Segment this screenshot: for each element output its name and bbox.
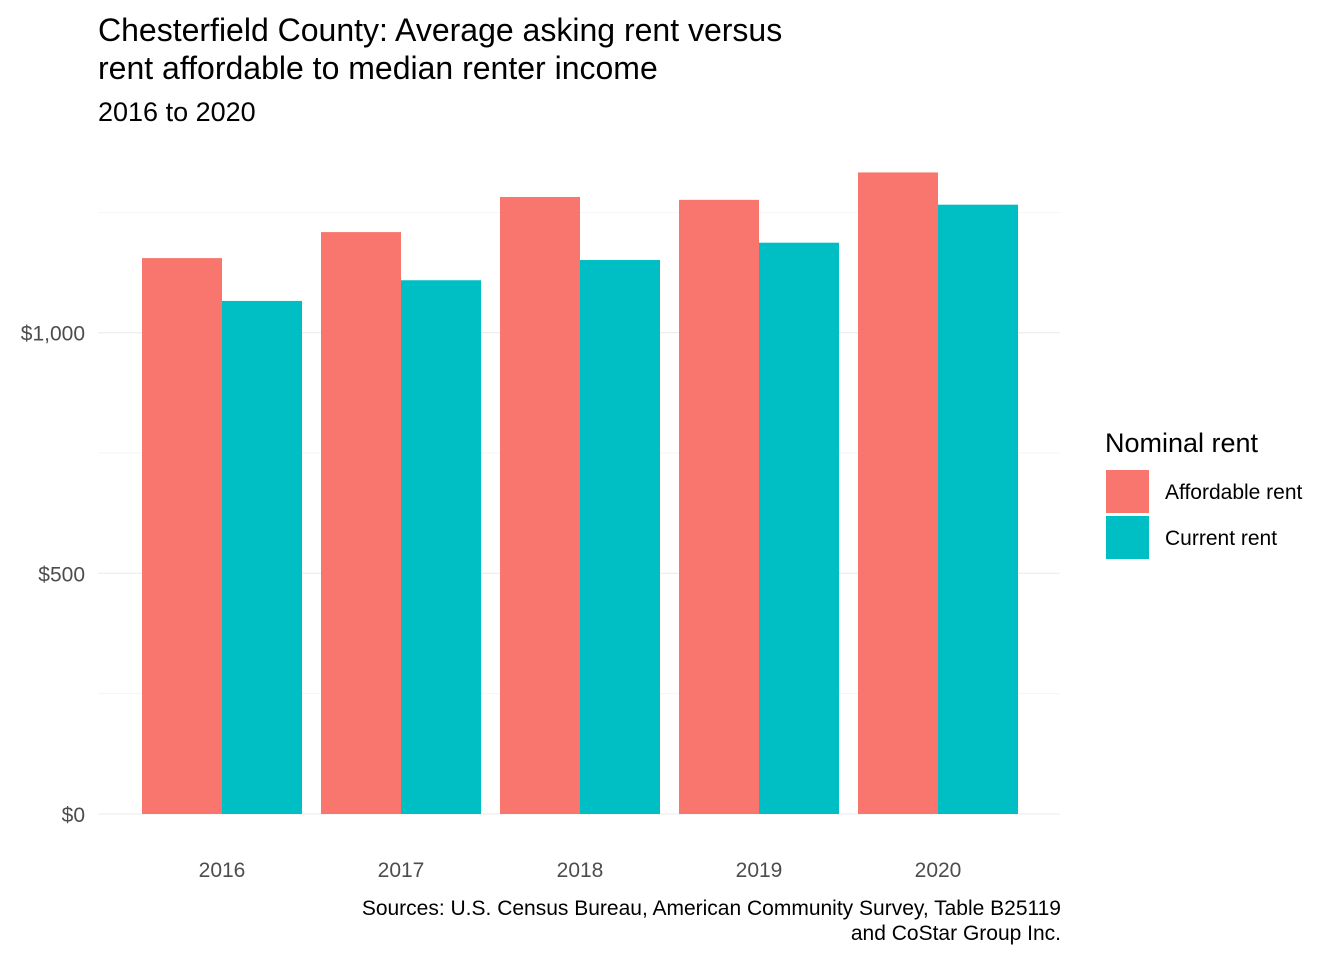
legend-key-current-rent (1106, 516, 1149, 559)
y-tick-label: $500 (38, 563, 85, 586)
x-tick-label: 2017 (378, 859, 425, 882)
chart-subtitle: 2016 to 2020 (98, 97, 256, 127)
chart-title-line-1: Chesterfield County: Average asking rent… (98, 12, 783, 48)
chart-caption-line-1: Sources: U.S. Census Bureau, American Co… (361, 897, 1061, 920)
bar-affordable-rent-2016 (142, 258, 222, 814)
legend-label-current-rent: Current rent (1165, 527, 1278, 550)
chart-title-line-2: rent affordable to median renter income (98, 50, 658, 86)
bar-current-rent-2019 (759, 242, 839, 814)
legend-item-current-rent: Current rent (1105, 516, 1335, 560)
legend-title: Nominal rent (1105, 428, 1259, 458)
y-axis-tick-labels: $0 $500 $1,000 (21, 323, 85, 827)
x-axis-tick-labels: 2016 2017 2018 2019 2020 (199, 859, 962, 882)
y-tick-label: $0 (62, 804, 85, 827)
bar-current-rent-2016 (222, 300, 302, 814)
x-tick-label: 2018 (557, 859, 604, 882)
x-tick-label: 2019 (736, 859, 783, 882)
bars (142, 172, 1018, 815)
x-tick-label: 2020 (915, 859, 962, 882)
bar-affordable-rent-2020 (858, 172, 938, 814)
bar-current-rent-2020 (938, 204, 1018, 814)
bar-affordable-rent-2019 (679, 199, 759, 814)
legend-key-affordable-rent (1106, 470, 1149, 513)
y-tick-label: $1,000 (21, 323, 85, 346)
bar-affordable-rent-2017 (321, 232, 401, 815)
legend-label-affordable-rent: Affordable rent (1165, 481, 1303, 504)
x-tick-label: 2016 (199, 859, 246, 882)
bar-current-rent-2017 (401, 280, 481, 815)
legend: Nominal rent Affordable rent Current ren… (1105, 426, 1302, 559)
legend-item-affordable-rent: Affordable rent (1105, 470, 1335, 514)
bar-affordable-rent-2018 (500, 196, 580, 815)
chart-caption-line-2: and CoStar Group Inc. (850, 922, 1061, 945)
bar-current-rent-2018 (580, 260, 660, 815)
